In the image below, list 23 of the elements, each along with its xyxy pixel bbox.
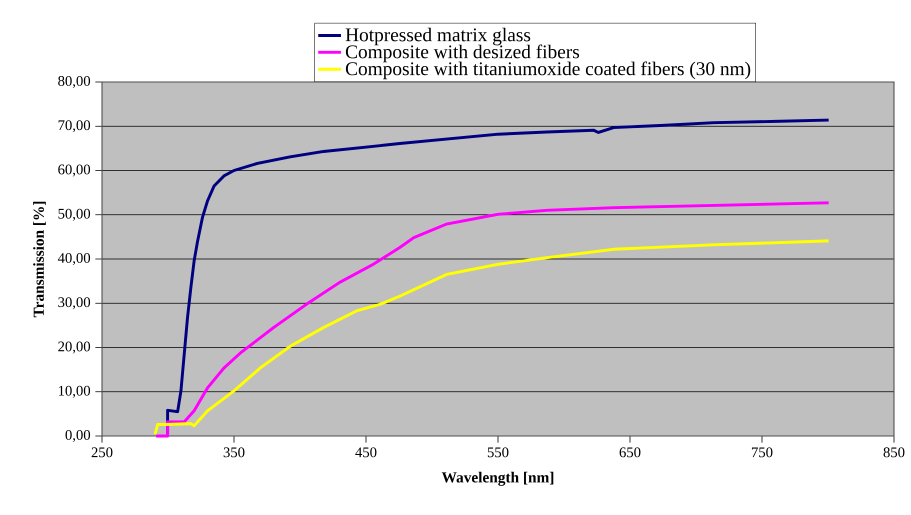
y-tick-label: 60,00 bbox=[58, 164, 90, 177]
x-tick-label: 750 bbox=[752, 447, 772, 458]
line-series bbox=[154, 201, 830, 438]
x-tick-label: 250 bbox=[92, 447, 112, 458]
legend-label: Composite with titaniumoxide coated fibers (30 nm) bbox=[346, 61, 750, 80]
x-tick-label: 850 bbox=[884, 447, 904, 458]
line-series bbox=[154, 239, 830, 436]
y-tick-label: 10,00 bbox=[58, 386, 90, 398]
x-axis-title: Wavelength [nm] bbox=[442, 472, 554, 486]
legend-label: Composite with desized fibers bbox=[346, 44, 580, 62]
x-tick-label: 350 bbox=[224, 447, 244, 458]
y-tick-label: 50,00 bbox=[58, 208, 90, 221]
x-tick-label: 650 bbox=[620, 447, 640, 458]
y-tick-label: 40,00 bbox=[58, 253, 90, 266]
legend-label: Hotpressed matrix glass bbox=[346, 28, 530, 46]
x-tick-label: 450 bbox=[355, 447, 376, 458]
y-tick-label: 30,00 bbox=[58, 297, 90, 310]
x-tick-label: 550 bbox=[488, 447, 508, 458]
y-tick-label: 80,00 bbox=[58, 76, 90, 88]
y-tick-label: 0,00 bbox=[66, 430, 90, 442]
y-axis-title: Transmission [%] bbox=[33, 202, 46, 318]
y-tick-label: 20,00 bbox=[58, 342, 90, 354]
y-tick-label: 70,00 bbox=[58, 120, 90, 132]
